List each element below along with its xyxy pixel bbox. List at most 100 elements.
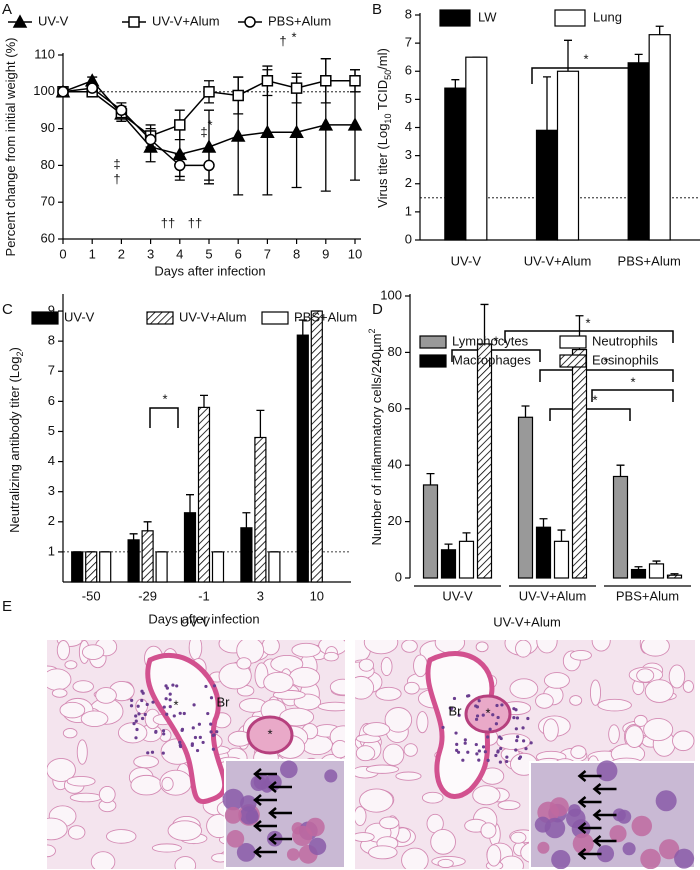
cell-infiltrate [154,729,158,734]
cell-infiltrate [474,717,479,721]
y-axis-label-part: 10 [383,114,393,124]
alveolus [434,640,466,654]
cell-infiltrate [475,714,480,718]
region-label: * [173,697,178,712]
alveolus [261,640,280,656]
error-bar [143,521,152,531]
alveolus [413,654,428,678]
alveolus [570,745,587,759]
cell-infiltrate [486,758,490,762]
x-tick-label: -29 [138,588,157,603]
bar [85,551,98,583]
y-tick-label: 5 [48,423,55,438]
error-bar [539,518,548,528]
significance-bracket [591,389,674,402]
data-point [232,89,244,102]
cell-infiltrate [481,745,486,749]
error-bar [451,79,460,89]
inset-cell [226,830,245,848]
annotation: ‡ [113,156,120,171]
error-bar [634,53,643,63]
data-point [261,75,274,87]
arrow [268,833,292,845]
y-tick-label: 1 [405,203,412,218]
legend-label: PBS+Alum [294,309,357,324]
alveolus [515,640,532,658]
alveolus [51,688,68,698]
legend-label: Lymphocytes [452,333,529,348]
alveolus [509,678,539,699]
alveolus [47,817,68,841]
alveolus [421,791,444,804]
cell-infiltrate [474,742,478,747]
cell-infiltrate [140,716,145,721]
inset-cell [622,842,636,856]
inset-cell [222,788,245,811]
alveolus [188,640,203,661]
alveolus [56,640,70,661]
panel-letter: B [372,1,382,18]
bar [296,334,309,583]
inset-cell [609,825,627,843]
legend-swatch [419,335,447,349]
cell-infiltrate [514,748,518,752]
annotation: * [583,51,588,66]
data-point [115,104,128,116]
arrow [268,807,292,819]
y-axis-label: Percent change from initial weight (%) [3,38,18,257]
x-axis-label: Days after infection [148,611,259,626]
cell-infiltrate [514,727,518,731]
x-tick-label: PBS+Alum [618,253,681,268]
cell-infiltrate [143,712,147,717]
cell-infiltrate [463,738,467,742]
x-tick-label: UV-V [442,588,473,603]
cell-infiltrate [192,703,196,707]
region-label: * [267,726,272,741]
alveolus [636,668,655,683]
error-bar [564,39,572,72]
y-tick-label: 0 [405,231,412,246]
inset-cell [280,760,298,779]
region-label: * [485,705,490,720]
cell-infiltrate [505,755,509,759]
inset-cell [655,790,677,812]
bronchus [425,651,495,799]
cell-infiltrate [496,715,500,720]
cell-infiltrate [193,735,198,740]
alveolus [668,664,686,689]
alveolus [591,640,611,652]
bar [648,563,665,579]
cell-infiltrate [134,736,138,740]
arrow [253,846,277,858]
alveolus [633,714,648,727]
cell-infiltrate [455,748,459,752]
y-tick-label: 6 [48,393,55,408]
cell-infiltrate [498,760,502,764]
inset-cell [640,848,661,869]
cell-infiltrate [146,751,150,755]
cell-infiltrate [132,722,136,726]
alveolus [359,788,394,813]
alveolus [597,698,632,712]
alveolus [67,825,86,840]
error-bar [557,529,566,542]
alveolus [76,739,88,765]
arrow [577,822,602,834]
y-tick-label: 2 [405,175,412,190]
y-tick-label: 6 [405,63,412,78]
legend-label: Neutrophils [592,333,658,348]
alveolus [355,745,376,762]
y-tick-label: 8 [48,333,55,348]
alveolus [291,642,321,658]
cell-infiltrate [151,700,155,704]
arrow [253,794,277,806]
cell-infiltrate [195,748,200,753]
y-tick-label: 3 [405,147,412,162]
cell-infiltrate [180,727,185,732]
legend-marker [128,16,140,28]
annotation: † [279,33,286,48]
legend-label: PBS+Alum [268,13,331,28]
data-point [174,119,186,131]
cell-infiltrate [475,752,479,756]
bar [268,551,281,583]
